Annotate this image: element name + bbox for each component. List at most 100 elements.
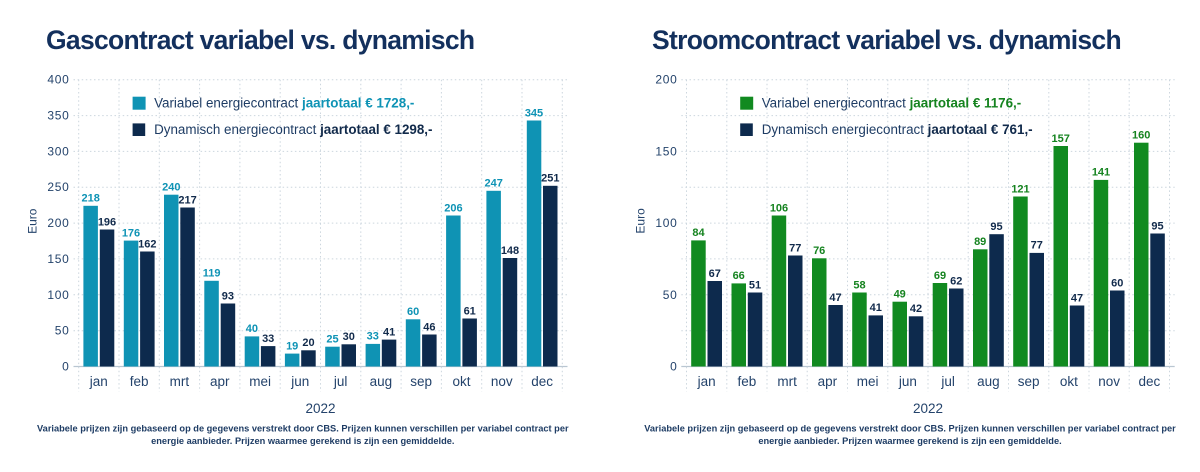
svg-text:200: 200	[655, 73, 677, 87]
svg-text:350: 350	[47, 109, 69, 123]
svg-text:160: 160	[1132, 130, 1150, 142]
svg-text:jan: jan	[89, 374, 108, 389]
svg-text:69: 69	[934, 270, 946, 282]
svg-text:50: 50	[663, 288, 678, 302]
svg-text:93: 93	[222, 290, 234, 302]
svg-text:jun: jun	[290, 374, 309, 389]
svg-text:dec: dec	[1139, 374, 1161, 389]
svg-text:66: 66	[733, 270, 745, 282]
svg-text:19: 19	[286, 340, 298, 352]
svg-text:50: 50	[55, 324, 70, 338]
svg-text:jul: jul	[940, 374, 955, 389]
svg-text:Variabel energiecontract jaart: Variabel energiecontract jaartotaal € 17…	[154, 95, 414, 110]
svg-text:77: 77	[789, 242, 801, 254]
svg-text:2022: 2022	[913, 401, 943, 416]
svg-text:162: 162	[138, 238, 156, 250]
svg-text:energie aanbieder. Prijzen waa: energie aanbieder. Prijzen waarmee gerek…	[758, 436, 1061, 446]
svg-text:42: 42	[910, 303, 922, 315]
svg-text:dec: dec	[531, 374, 553, 389]
svg-text:41: 41	[870, 302, 882, 314]
svg-text:apr: apr	[210, 374, 230, 389]
svg-text:feb: feb	[738, 374, 757, 389]
svg-text:sep: sep	[1018, 374, 1040, 389]
svg-text:150: 150	[47, 252, 69, 266]
svg-text:energie aanbieder. Prijzen waa: energie aanbieder. Prijzen waarmee gerek…	[151, 436, 454, 446]
svg-text:Gascontract variabel vs. dynam: Gascontract variabel vs. dynamisch	[46, 25, 474, 55]
svg-text:240: 240	[162, 182, 180, 194]
svg-text:46: 46	[423, 321, 435, 333]
svg-text:148: 148	[501, 245, 519, 257]
svg-text:33: 33	[367, 331, 379, 343]
svg-text:jun: jun	[898, 374, 917, 389]
svg-text:62: 62	[950, 275, 962, 287]
svg-text:247: 247	[485, 178, 503, 190]
svg-text:Dynamisch energiecontract jaar: Dynamisch energiecontract jaartotaal € 7…	[762, 122, 1033, 137]
svg-text:41: 41	[383, 326, 395, 338]
svg-text:218: 218	[82, 193, 100, 205]
svg-text:2022: 2022	[305, 401, 335, 416]
svg-text:67: 67	[709, 268, 721, 280]
svg-text:106: 106	[770, 202, 788, 214]
svg-text:157: 157	[1052, 133, 1070, 145]
svg-text:jan: jan	[697, 374, 716, 389]
svg-text:0: 0	[670, 360, 677, 374]
svg-text:150: 150	[655, 144, 677, 158]
svg-text:mrt: mrt	[777, 374, 797, 389]
svg-text:206: 206	[444, 202, 462, 214]
svg-text:Variabele prijzen zijn gebasee: Variabele prijzen zijn gebaseerd op de g…	[37, 423, 569, 433]
svg-text:aug: aug	[977, 374, 1000, 389]
svg-text:121: 121	[1011, 183, 1029, 195]
svg-text:217: 217	[178, 194, 196, 206]
svg-text:200: 200	[47, 216, 69, 230]
svg-text:196: 196	[98, 216, 116, 228]
svg-text:0: 0	[62, 360, 69, 374]
svg-text:aug: aug	[370, 374, 393, 389]
svg-text:33: 33	[262, 333, 274, 345]
svg-text:251: 251	[541, 173, 559, 185]
svg-text:141: 141	[1092, 167, 1110, 179]
svg-text:84: 84	[692, 227, 705, 239]
svg-text:250: 250	[47, 180, 69, 194]
svg-text:47: 47	[1071, 292, 1083, 304]
svg-text:sep: sep	[410, 374, 432, 389]
svg-text:60: 60	[1111, 277, 1123, 289]
svg-text:58: 58	[853, 279, 865, 291]
svg-text:76: 76	[813, 245, 825, 257]
svg-text:95: 95	[1151, 220, 1163, 232]
svg-text:47: 47	[829, 292, 841, 304]
svg-text:119: 119	[203, 268, 221, 280]
svg-text:Stroomcontract variabel vs. dy: Stroomcontract variabel vs. dynamisch	[652, 25, 1121, 55]
svg-text:60: 60	[407, 306, 419, 318]
svg-text:176: 176	[122, 227, 140, 239]
svg-text:Variabel energiecontract jaart: Variabel energiecontract jaartotaal € 11…	[762, 95, 1022, 110]
svg-text:77: 77	[1031, 240, 1043, 252]
svg-text:nov: nov	[491, 374, 513, 389]
svg-text:mei: mei	[249, 374, 271, 389]
svg-text:Dynamisch energiecontract jaar: Dynamisch energiecontract jaartotaal € 1…	[154, 122, 432, 137]
svg-text:89: 89	[974, 236, 986, 248]
svg-text:40: 40	[246, 323, 258, 335]
svg-text:Variabele prijzen zijn gebasee: Variabele prijzen zijn gebaseerd op de g…	[644, 423, 1176, 433]
svg-text:400: 400	[47, 73, 69, 87]
svg-text:49: 49	[894, 289, 906, 301]
svg-text:nov: nov	[1098, 374, 1120, 389]
svg-text:30: 30	[343, 331, 355, 343]
svg-text:jul: jul	[333, 374, 348, 389]
svg-text:Euro: Euro	[634, 208, 648, 234]
svg-text:300: 300	[47, 144, 69, 158]
svg-text:345: 345	[525, 107, 543, 119]
svg-text:25: 25	[326, 334, 338, 346]
svg-text:mrt: mrt	[170, 374, 190, 389]
svg-text:okt: okt	[1060, 374, 1078, 389]
svg-text:100: 100	[655, 216, 677, 230]
svg-text:feb: feb	[130, 374, 149, 389]
svg-text:okt: okt	[452, 374, 470, 389]
svg-text:Euro: Euro	[26, 208, 40, 234]
svg-text:100: 100	[47, 288, 69, 302]
svg-text:20: 20	[302, 337, 314, 349]
svg-text:51: 51	[749, 279, 761, 291]
svg-text:mei: mei	[857, 374, 879, 389]
svg-text:apr: apr	[818, 374, 838, 389]
svg-text:95: 95	[990, 221, 1002, 233]
svg-text:61: 61	[464, 305, 476, 317]
